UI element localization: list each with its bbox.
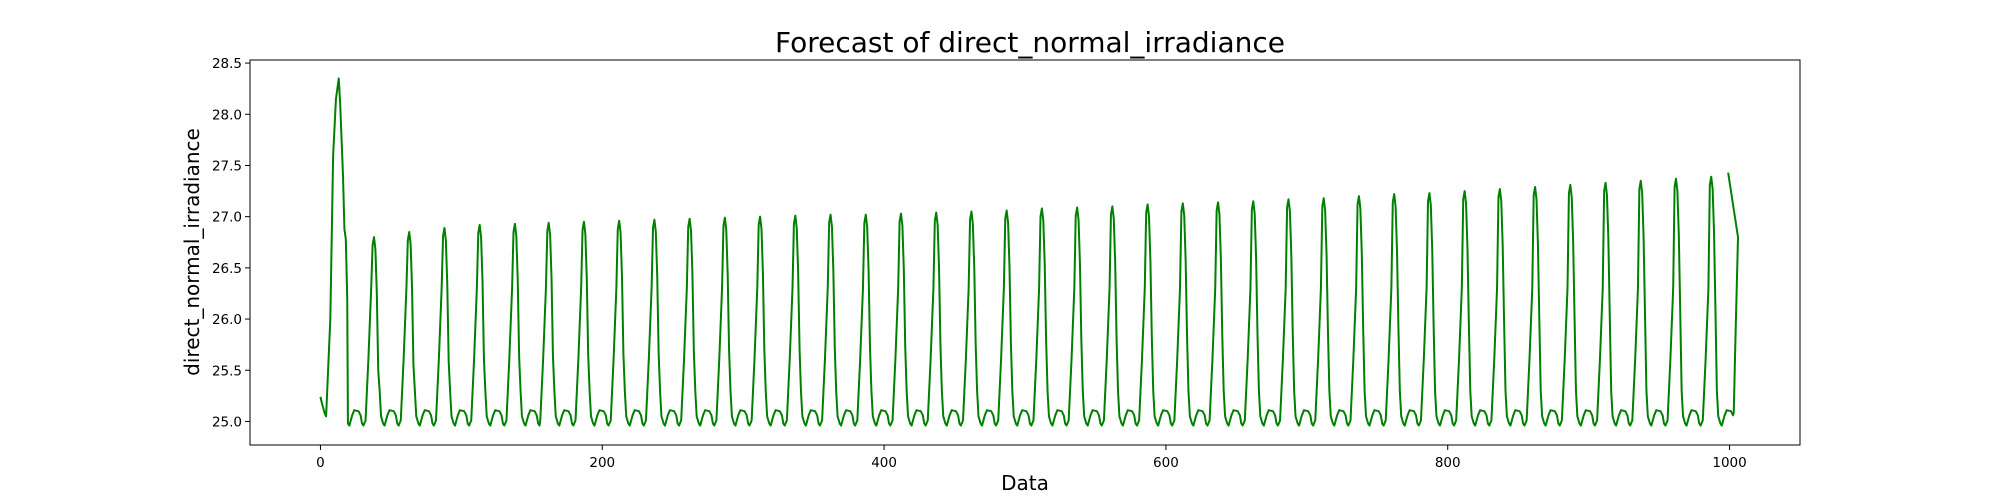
x-tick-label: 600 — [1153, 455, 1179, 471]
x-tick-label: 200 — [589, 455, 615, 471]
y-axis: 25.0 25.5 26.0 26.5 27.0 27.5 28.0 28.5 — [212, 56, 250, 430]
forecast-series-line — [319, 77, 1739, 427]
chart-title: Forecast of direct_normal_irradiance — [775, 26, 1285, 59]
y-tick-label: 28.5 — [212, 56, 242, 72]
y-tick-label: 28.0 — [212, 107, 242, 123]
y-tick-label: 25.5 — [212, 363, 242, 379]
plot-frame — [249, 59, 1801, 446]
y-tick-label: 26.0 — [212, 312, 242, 328]
x-tick-label: 400 — [871, 455, 897, 471]
x-axis: 0 200 400 600 800 1000 — [316, 445, 1747, 471]
y-axis-title: direct_normal_irradiance — [180, 128, 204, 376]
y-tick-label: 25.0 — [212, 414, 242, 430]
x-tick-label: 1000 — [1712, 455, 1746, 471]
y-tick-label: 26.5 — [212, 261, 242, 277]
y-tick-label: 27.0 — [212, 210, 242, 226]
plot-area — [319, 77, 1739, 427]
x-axis-title: Data — [1001, 471, 1049, 495]
x-tick-label: 0 — [316, 455, 325, 471]
x-tick-label: 800 — [1435, 455, 1461, 471]
y-tick-label: 27.5 — [212, 158, 242, 174]
